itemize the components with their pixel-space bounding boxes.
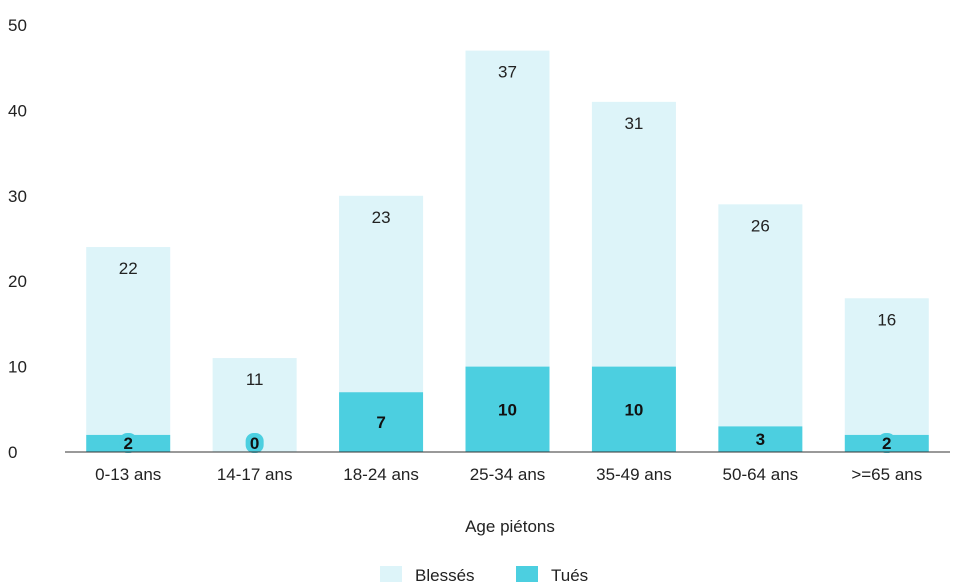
x-axis-title: Age piétons bbox=[465, 517, 555, 536]
x-tick-label: 50-64 ans bbox=[723, 465, 799, 484]
x-axis-ticks: 0-13 ans 14-17 ans 18-24 ans 25-34 ans 35-49… bbox=[95, 465, 922, 484]
y-axis-ticks: 0 10 20 30 40 50 bbox=[8, 16, 27, 462]
y-tick-label: 20 bbox=[8, 272, 27, 291]
y-tick-label: 30 bbox=[8, 187, 27, 206]
data-label-blesses: 37 bbox=[498, 63, 517, 82]
legend-label: Tués bbox=[551, 566, 588, 584]
legend: Blessés Tués bbox=[380, 566, 588, 584]
x-tick-label: >=65 ans bbox=[851, 465, 922, 484]
data-label-blesses: 16 bbox=[877, 310, 896, 329]
bar-tues bbox=[718, 426, 803, 452]
x-tick-label: 25-34 ans bbox=[470, 465, 546, 484]
data-label-badge bbox=[245, 433, 264, 453]
bar-blesses bbox=[86, 247, 171, 435]
data-label-blesses: 31 bbox=[624, 114, 643, 133]
data-label-tues: 7 bbox=[376, 413, 385, 432]
x-tick-label: 18-24 ans bbox=[343, 465, 419, 484]
data-label-badge bbox=[877, 433, 896, 453]
legend-swatch bbox=[516, 566, 538, 582]
data-label-blesses: 26 bbox=[751, 216, 770, 235]
data-label-tues: 10 bbox=[498, 400, 517, 419]
x-tick-label: 35-49 ans bbox=[596, 465, 672, 484]
legend-label: Blessés bbox=[415, 566, 475, 584]
bar-blesses bbox=[718, 204, 803, 427]
y-tick-label: 50 bbox=[8, 16, 27, 35]
bar-blesses bbox=[339, 195, 424, 393]
legend-swatch bbox=[380, 566, 402, 582]
data-label-blesses: 22 bbox=[119, 259, 138, 278]
x-tick-label: 0-13 ans bbox=[95, 465, 161, 484]
bar-tues bbox=[465, 366, 550, 452]
data-label-tues: 2 bbox=[882, 434, 891, 453]
data-label-tues: 10 bbox=[624, 400, 643, 419]
y-tick-label: 0 bbox=[8, 443, 17, 462]
data-label-badge bbox=[119, 433, 138, 453]
bar-blesses bbox=[844, 298, 929, 435]
bar-blesses bbox=[591, 101, 676, 367]
data-label-blesses: 11 bbox=[246, 370, 264, 389]
data-label-tues: 0 bbox=[250, 434, 259, 453]
y-tick-label: 10 bbox=[8, 358, 27, 377]
data-label-tues: 2 bbox=[123, 434, 132, 453]
y-tick-label: 40 bbox=[8, 101, 27, 120]
x-tick-label: 14-17 ans bbox=[217, 465, 293, 484]
bar-blesses bbox=[465, 50, 550, 367]
bar-tues bbox=[591, 366, 676, 452]
bar-tues bbox=[339, 392, 424, 452]
data-label-blesses: 23 bbox=[372, 208, 391, 227]
data-label-tues: 3 bbox=[756, 430, 765, 449]
